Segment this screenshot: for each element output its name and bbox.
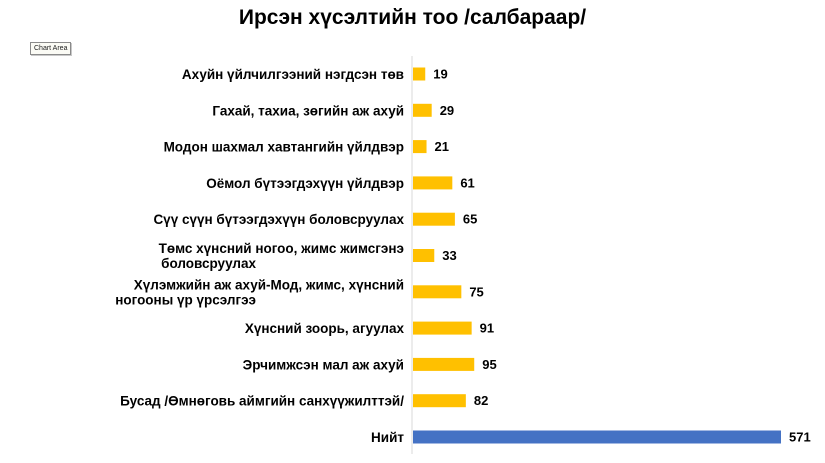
data-label: 75	[469, 284, 483, 299]
category-label: Бусад /Өмнөговь аймгийн санхүүжилттэй/	[120, 394, 404, 409]
data-label: 29	[440, 103, 454, 118]
bar[interactable]	[413, 285, 462, 299]
data-label: 61	[460, 175, 474, 190]
bar[interactable]	[413, 176, 453, 190]
category-label: Нийт	[371, 430, 404, 445]
category-label: Ахуйн үйлчилгээний нэгдсэн төв	[182, 67, 404, 82]
category-label: Хүлэмжийн аж ахуй-Мод, жимс, хүнсний ного…	[115, 277, 404, 307]
data-label: 95	[482, 357, 496, 372]
bar[interactable]	[413, 212, 455, 226]
chart-title: Ирсэн хүсэлтийн тоо /салбараар/	[238, 6, 587, 29]
bar[interactable]	[413, 394, 466, 408]
bar-total[interactable]	[413, 430, 781, 444]
category-label: Хүнсний зоорь, агуулах	[245, 321, 405, 336]
category-label: Эрчимжсэн мал аж ахуй	[243, 357, 404, 372]
data-label: 33	[442, 248, 456, 263]
chart-area-tooltip: Chart Area	[30, 42, 72, 55]
data-label: 571	[789, 430, 811, 445]
data-label: 21	[435, 139, 449, 154]
data-label: 82	[474, 393, 488, 408]
category-label: Сүү сүүн бүтээгдэхүүн боловсруулах	[153, 212, 404, 227]
bars-layer: 19 Ахуйн үйлчилгээний нэгдсэн төв 29 Гахай,…	[115, 67, 810, 446]
data-label: 19	[433, 67, 447, 82]
category-label: Модон шахмал хавтангийн үйлдвэр	[164, 140, 404, 155]
bar[interactable]	[413, 103, 432, 117]
category-label: Оёмол бүтээгдэхүүн үйлдвэр	[206, 176, 404, 191]
bar[interactable]	[413, 140, 427, 154]
category-label: Гахай, тахиа, зөгийн аж ахуй	[212, 103, 404, 118]
bar[interactable]	[413, 249, 435, 262]
data-label: 65	[463, 212, 477, 227]
bar[interactable]	[413, 321, 472, 335]
bar[interactable]	[413, 67, 426, 81]
data-label: 91	[480, 321, 494, 336]
bar[interactable]	[413, 357, 475, 371]
category-label: Төмс хүнсний ногоо, жимс жимсгэнэ боловср…	[159, 241, 404, 271]
